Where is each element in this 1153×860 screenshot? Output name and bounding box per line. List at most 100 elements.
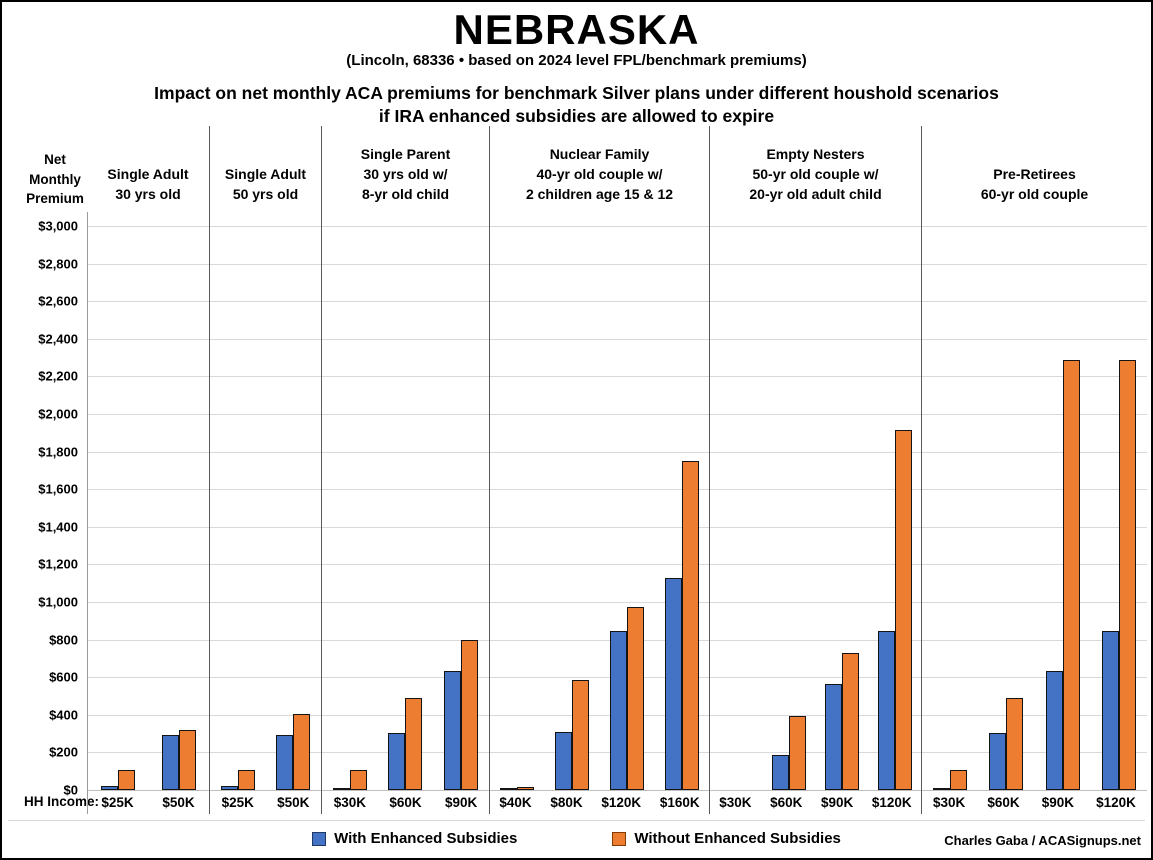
hh-income-label: HH Income: — [23, 794, 99, 809]
bar-pair — [276, 714, 311, 790]
y-tick-label: $2,000 — [38, 406, 78, 422]
x-axis-line — [87, 790, 1147, 791]
y-tick-label: $1,000 — [38, 594, 78, 610]
gridline — [87, 226, 1147, 227]
scenario-header-line: Single Adult — [107, 166, 189, 183]
bar-pair — [772, 716, 807, 790]
gridline — [87, 263, 1147, 265]
y-tick-label: $0 — [63, 782, 78, 798]
scenario-header: Nuclear Family 40-yr old couple w/2 child… — [490, 126, 709, 212]
with-subsidies-bar — [989, 733, 1007, 790]
without-subsidies-bar — [789, 716, 807, 790]
legend: With Enhanced Subsidies Without Enhanced… — [2, 830, 1151, 847]
income-label: $120K — [1096, 794, 1136, 810]
y-tick-label: $2,600 — [38, 293, 78, 309]
income-label: $30K — [933, 794, 966, 810]
y-tick-label: $3,000 — [38, 218, 78, 234]
y-axis-title: Net Monthly Premium — [16, 150, 94, 209]
bar-pair — [989, 698, 1024, 790]
y-tick-label: $2,200 — [38, 368, 78, 384]
scenario-header-line: 40-yr old couple w/ — [536, 166, 663, 183]
y-tick-label: $1,800 — [38, 444, 78, 460]
y-tick-label: $1,600 — [38, 481, 78, 497]
income-label: $160K — [659, 794, 700, 810]
scenario-header: Single Adult 50 yrs old — [210, 126, 321, 212]
scenario-header-line: 30 yrs old — [115, 186, 181, 203]
income-label: $60K — [770, 794, 803, 810]
scenario-bars-area — [210, 212, 321, 790]
y-tick-label: $1,200 — [38, 556, 78, 572]
income-label: $60K — [987, 794, 1020, 810]
y-tick-label: $2,400 — [38, 331, 78, 347]
with-subsidies-bar — [933, 788, 951, 790]
y-tick-label: $1,400 — [38, 519, 78, 535]
without-subsidies-bar — [950, 770, 968, 790]
bar-pair — [609, 607, 644, 790]
bar-pair — [933, 770, 968, 790]
scenario-group: Pre-Retirees 60-yr old couple $30K $60K $90K… — [921, 126, 1147, 814]
bar-pair — [100, 770, 135, 790]
gridline — [87, 451, 1147, 453]
chart-heading-line1: Impact on net monthly ACA premiums for b… — [154, 83, 999, 103]
income-label: $120K — [601, 794, 642, 810]
gridline — [87, 301, 1147, 303]
income-label: $25K — [101, 794, 134, 810]
bar-pair — [1045, 360, 1080, 790]
income-labels-row: $40K $80K $120K $160K — [490, 790, 709, 814]
with-subsidies-bar — [500, 788, 518, 790]
income-labels-row: $30K $60K $90K $120K — [710, 790, 921, 814]
y-tick-label: $400 — [49, 707, 78, 723]
scenario-group: Nuclear Family 40-yr old couple w/2 child… — [489, 126, 709, 814]
credit-line: Charles Gaba / ACASignups.net — [938, 833, 1141, 848]
without-subsidies-bar — [293, 714, 311, 790]
scenario-groups: Single Adult 30 yrs old $25K $50K Single Adu… — [87, 126, 1147, 814]
scenario-header-line: Single Adult — [224, 166, 307, 183]
with-subsidies-bar — [609, 631, 627, 790]
scenario-header-line: Nuclear Family — [549, 146, 650, 163]
bar-pair — [555, 680, 590, 790]
gridline — [87, 489, 1147, 491]
scenario-header: Empty Nesters 50-yr old couple w/20-yr ol… — [710, 126, 921, 212]
gridline — [87, 414, 1147, 415]
bar-pair — [1101, 360, 1136, 790]
scenario-header-line: Single Parent — [360, 146, 451, 163]
y-tick-label: $600 — [49, 669, 78, 685]
income-label: $90K — [1041, 794, 1075, 810]
with-subsidies-bar — [161, 735, 179, 790]
scenario-header-line: 60-yr old couple — [980, 186, 1089, 203]
with-subsidies-bar — [388, 733, 406, 790]
y-axis-title-line: Monthly — [29, 171, 81, 187]
with-subsidies-bar — [100, 786, 118, 790]
scenario-group: Single Adult 50 yrs old $25K $50K — [209, 126, 321, 814]
bar-pair — [877, 430, 912, 790]
scenario-header: Single Parent 30 yrs old w/8-yr old child — [322, 126, 489, 212]
scenario-header-line: 2 children age 15 & 12 — [525, 186, 674, 203]
legend-label-with: With Enhanced Subsidies — [334, 830, 518, 847]
chart-heading-line2: if IRA enhanced subsidies are allowed to… — [378, 106, 775, 126]
without-subsidies-bar — [1118, 360, 1136, 790]
with-subsidies-bar — [824, 684, 842, 790]
bottom-rule — [8, 820, 1145, 821]
y-axis-title-line: Net — [44, 152, 66, 167]
income-labels-row: $25K $50K — [87, 790, 209, 814]
scenario-header-line: 8-yr old child — [361, 186, 450, 203]
y-axis-title-line: Premium — [26, 191, 84, 207]
without-subsidies-bar — [626, 607, 644, 790]
y-tick-label: $2,800 — [38, 256, 78, 272]
gridline — [87, 376, 1147, 378]
income-label: $30K — [719, 794, 752, 810]
bar-pair — [161, 730, 196, 790]
chart-title: NEBRASKA — [453, 6, 700, 53]
without-subsidies-swatch-icon — [612, 831, 627, 846]
y-axis-ticks: $0 $200 $400 $600 $800 $1,000 $1,200 $1,400 $1,6… — [2, 2, 82, 858]
without-subsidies-bar — [349, 770, 367, 790]
without-subsidies-bar — [517, 787, 535, 790]
scenario-header: Pre-Retirees 60-yr old couple — [922, 126, 1147, 212]
y-tick-label: $200 — [49, 744, 78, 760]
with-subsidies-bar — [444, 671, 462, 790]
scenario-header-line: 30 yrs old w/ — [363, 166, 448, 183]
with-subsidies-bar — [332, 788, 350, 790]
income-label: $50K — [162, 794, 195, 810]
scenario-group: Empty Nesters 50-yr old couple w/20-yr ol… — [709, 126, 921, 814]
income-label: $80K — [550, 794, 583, 810]
